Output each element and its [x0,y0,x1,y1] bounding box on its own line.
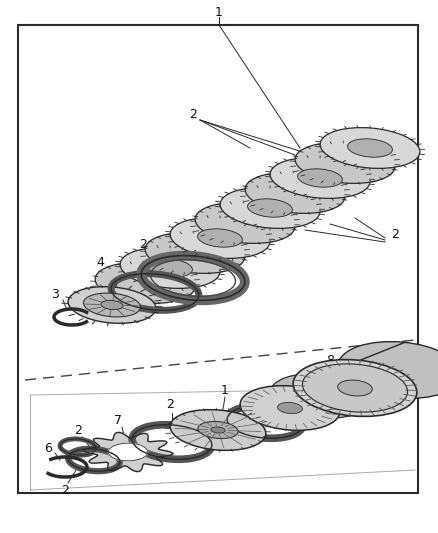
Text: 5: 5 [213,212,221,224]
Text: 2: 2 [189,109,197,122]
Ellipse shape [148,259,192,277]
Ellipse shape [198,422,238,439]
Text: 2: 2 [139,238,147,251]
Ellipse shape [295,143,395,183]
Ellipse shape [278,402,303,414]
Ellipse shape [145,232,245,273]
Text: 8: 8 [326,353,334,367]
Ellipse shape [240,386,340,430]
Text: 1: 1 [221,384,229,397]
Ellipse shape [348,139,392,157]
Ellipse shape [101,301,123,310]
Ellipse shape [270,158,370,198]
Ellipse shape [297,169,343,187]
Ellipse shape [170,217,270,259]
Text: 4: 4 [96,255,104,269]
Ellipse shape [320,127,420,168]
Text: 3: 3 [51,288,59,302]
Ellipse shape [338,380,372,396]
Text: 6: 6 [44,441,52,455]
Text: 1: 1 [215,5,223,19]
Text: 2: 2 [391,229,399,241]
Ellipse shape [247,199,293,217]
Ellipse shape [84,293,141,317]
Ellipse shape [245,173,345,213]
Ellipse shape [120,248,220,288]
Ellipse shape [198,229,242,247]
Text: 2: 2 [61,483,69,497]
Text: 9: 9 [378,351,386,365]
Text: 7: 7 [114,414,122,426]
Ellipse shape [303,364,407,412]
Ellipse shape [68,287,156,324]
Polygon shape [83,432,173,472]
Bar [18,25,418,493]
Ellipse shape [195,203,295,244]
Polygon shape [108,443,148,461]
Ellipse shape [270,374,370,418]
Ellipse shape [170,410,266,450]
Ellipse shape [338,342,438,398]
Ellipse shape [211,427,225,433]
Text: 2: 2 [166,399,174,411]
Ellipse shape [293,360,417,416]
Text: 2: 2 [276,386,284,400]
Ellipse shape [220,188,320,229]
Ellipse shape [95,263,195,303]
Text: 2: 2 [74,424,82,437]
